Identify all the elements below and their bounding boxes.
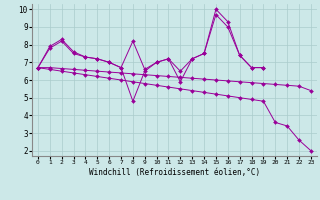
X-axis label: Windchill (Refroidissement éolien,°C): Windchill (Refroidissement éolien,°C) [89,168,260,177]
